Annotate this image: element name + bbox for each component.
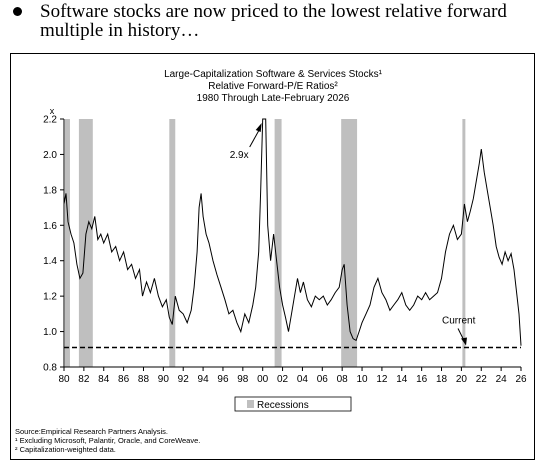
chart-title-line-2: Relative Forward-P/E Ratios² [208,81,338,92]
legend-label-recessions: Recessions [257,400,309,411]
y-unit-label: x [50,106,55,116]
x-tick-label-12: 04 [297,374,309,385]
y-tick-label-0: 0.8 [43,363,57,374]
x-tick-label-19: 18 [436,374,448,385]
x-tick-label-8: 96 [217,374,229,385]
x-tick-label-5: 90 [158,374,170,385]
recession-band-1 [78,119,93,367]
footnote-source: Source:Empirical Research Partners Analy… [15,427,168,436]
annotations: 2.9x Current [230,123,476,346]
recession-bands [64,119,466,367]
y-axis: 0.8 1.0 1.2 1.4 1.6 1.8 2.0 2.2x [43,106,65,374]
annotation-2-9x-arrow [249,128,261,148]
y-tick-label-1: 1.0 [43,327,57,338]
recession-band-5 [462,119,466,367]
x-tick-label-6: 92 [178,374,190,385]
annotation-2-9x: 2.9x [230,150,249,161]
legend-swatch-recessions [247,400,254,408]
footnote-2: ² Capitalization-weighted data. [15,445,116,454]
y-tick-label-2: 1.2 [43,292,57,303]
x-tick-label-18: 16 [416,374,428,385]
annotation-current: Current [442,316,476,327]
chart-title-line-3: 1980 Through Late-February 2026 [197,93,350,104]
x-tick-label-13: 06 [317,374,329,385]
x-tick-label-14: 08 [337,374,349,385]
x-tick-label-20: 20 [456,374,468,385]
y-tick-label-6: 2.0 [43,150,57,161]
x-tick-label-23: 26 [515,374,527,385]
annotation-2-9x-arrowhead [255,123,262,132]
x-tick-label-0: 80 [58,374,70,385]
bullet-icon [13,7,22,16]
x-tick-label-17: 14 [396,374,408,385]
x-tick-label-21: 22 [476,374,488,385]
headline-line-2: multiple in history… [40,20,200,41]
recession-band-0 [64,119,70,367]
y-tick-label-7: 2.2 [43,115,57,126]
x-tick-label-10: 00 [257,374,269,385]
x-tick-label-11: 02 [277,374,289,385]
x-tick-label-16: 12 [376,374,388,385]
x-tick-label-3: 86 [118,374,130,385]
x-tick-label-9: 98 [237,374,249,385]
headline-text: Software stocks are now priced to the lo… [40,2,550,40]
x-tick-label-7: 94 [198,374,210,385]
x-tick-label-4: 88 [138,374,150,385]
x-tick-label-15: 10 [356,374,368,385]
x-tick-label-2: 84 [98,374,110,385]
series-line [63,118,522,346]
chart-title-line-1: Large-Capitalization Software & Services… [164,69,383,80]
y-tick-label-4: 1.6 [43,221,57,232]
annotation-current-arrowhead [461,337,468,346]
y-tick-label-5: 1.8 [43,185,57,196]
x-axis: 80 82 84 86 88 90 92 94 96 98 00 02 04 06 08 10 12 14 16 18… [58,366,527,385]
y-tick-label-3: 1.4 [43,256,57,267]
headline-line-1: Software stocks are now priced to the lo… [40,1,507,22]
chart-frame: Large-Capitalization Software & Services… [10,53,535,460]
recession-band-4 [341,119,358,367]
chart: Large-Capitalization Software & Services… [15,69,527,454]
legend-box [234,396,352,412]
legend: Recessions [234,396,352,412]
x-tick-label-1: 82 [78,374,90,385]
x-tick-label-22: 24 [496,374,508,385]
footnote-1: ¹ Excluding Microsoft, Palantir, Oracle,… [15,436,200,445]
recession-band-3 [274,119,282,367]
recession-band-2 [169,119,176,367]
